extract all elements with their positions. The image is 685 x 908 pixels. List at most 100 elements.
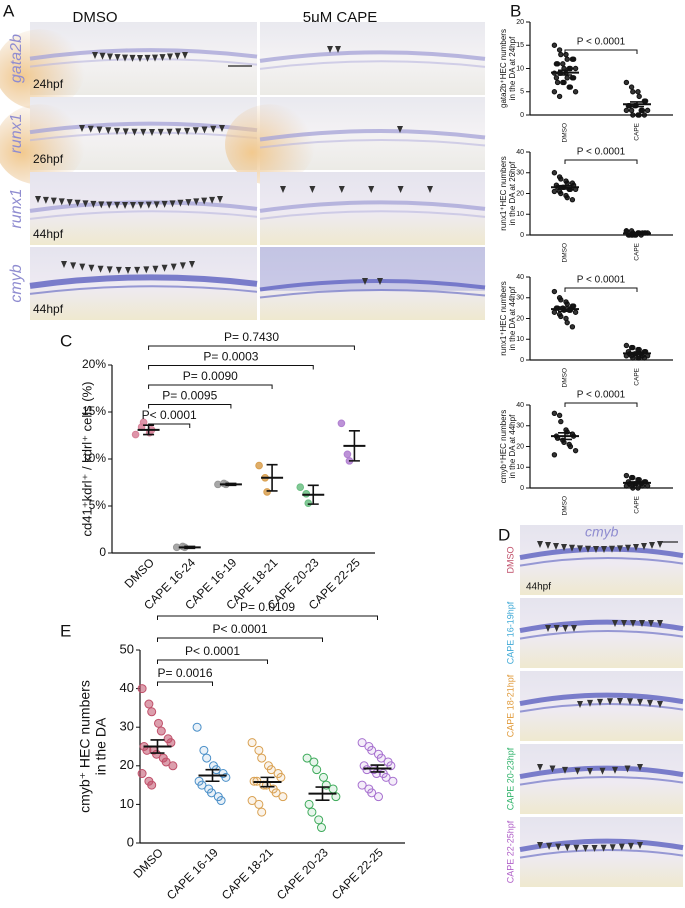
data-point [343, 450, 352, 459]
arrowhead [633, 543, 639, 551]
vessel [519, 776, 684, 786]
arrowhead [368, 186, 375, 193]
data-point [314, 815, 324, 825]
p-value: P < 0.0001 [577, 37, 626, 48]
data-point [641, 355, 648, 361]
arrowhead [144, 54, 151, 62]
comparison-bracket [157, 681, 213, 686]
x-tick-label: DMSO [562, 368, 569, 388]
gene-label: gata2b [8, 34, 25, 83]
arrowhead [546, 842, 553, 850]
y-tick-label: 10 [516, 464, 524, 471]
arrowhead [397, 186, 404, 193]
y-tick-label: 10% [82, 451, 106, 465]
arrowhead [397, 126, 403, 133]
data-point [247, 738, 257, 748]
y-tick-label: 0 [127, 834, 134, 849]
data-point [247, 796, 257, 806]
data-point [312, 765, 322, 775]
arrowhead [585, 545, 591, 553]
arrowhead [280, 186, 286, 193]
data-point [551, 410, 558, 416]
data-point [623, 483, 630, 489]
comparison-bracket [157, 615, 378, 620]
data-point [642, 98, 649, 104]
arrowhead [564, 844, 571, 852]
error-bar [630, 232, 644, 235]
data-point [357, 780, 367, 790]
arrowhead [122, 54, 128, 62]
arrowhead [591, 844, 598, 852]
row-label: CAPE 18-21hpf [505, 674, 515, 737]
comparison-bracket [157, 659, 268, 664]
arrowhead [627, 698, 633, 706]
arrowhead [58, 198, 65, 206]
arrowhead [97, 265, 104, 273]
data-point [558, 418, 564, 425]
data-point [556, 93, 563, 100]
data-point [558, 190, 564, 197]
arrowhead [122, 128, 129, 136]
arrowhead [157, 128, 164, 136]
arrowhead [79, 263, 86, 271]
data-point [572, 65, 579, 72]
arrowhead [79, 125, 85, 132]
y-tick-label: 30 [516, 423, 524, 430]
data-point [558, 176, 564, 182]
error-bar [558, 306, 572, 313]
y-tick-label: 20 [120, 757, 134, 772]
x-tick-label: CAPE 18-21 [219, 845, 276, 902]
y-tick-label: 0 [520, 357, 524, 364]
arrowhead [106, 201, 113, 209]
arrowhead [612, 766, 618, 774]
arrowhead [657, 541, 663, 548]
y-axis-label: in the DA at 44hpf [508, 286, 517, 350]
arrowhead [624, 765, 631, 773]
row-label: DMSO [505, 547, 515, 574]
data-point [623, 107, 630, 114]
arrowhead [92, 52, 98, 59]
comparison-bracket [157, 637, 323, 642]
arrowhead [98, 201, 105, 209]
vessel [29, 274, 258, 289]
data-point [558, 313, 564, 320]
arrowhead [545, 625, 551, 632]
arrowhead [309, 186, 316, 193]
arrowhead [170, 263, 177, 271]
data-point [563, 51, 569, 58]
y-tick-label: 20 [516, 19, 524, 26]
data-point [254, 745, 264, 755]
error-bar [630, 101, 644, 108]
arrowhead [152, 54, 158, 62]
y-tick-label: 10 [516, 336, 524, 343]
y-tick-label: 20 [516, 315, 524, 322]
data-point [630, 344, 636, 351]
data-point [635, 89, 641, 95]
vessel [519, 630, 684, 640]
data-point [551, 89, 558, 95]
arrowhead [609, 844, 616, 852]
arrowhead [327, 46, 333, 53]
arrowhead [134, 266, 141, 274]
data-point [623, 472, 630, 479]
arrowhead [189, 261, 195, 268]
arrowhead [612, 620, 618, 627]
vessel [29, 48, 258, 61]
data-point [564, 180, 570, 186]
arrowhead [569, 544, 575, 552]
error-bar [205, 768, 220, 783]
arrowhead [87, 125, 94, 133]
y-axis-label: runx1⁺HEC numbers [499, 156, 508, 230]
arrowhead [192, 127, 199, 135]
data-point [564, 301, 570, 307]
data-point [630, 474, 636, 481]
y-tick-label: 10 [516, 65, 524, 72]
data-point [564, 56, 570, 62]
data-point [254, 799, 264, 809]
arrowhead [641, 543, 647, 551]
y-axis-label: in the DA at 24hpf [508, 36, 517, 100]
p-value: P= 0.0090 [183, 369, 238, 383]
arrowhead [573, 844, 580, 852]
data-point [558, 297, 564, 303]
x-tick-label: DMSO [562, 243, 569, 263]
